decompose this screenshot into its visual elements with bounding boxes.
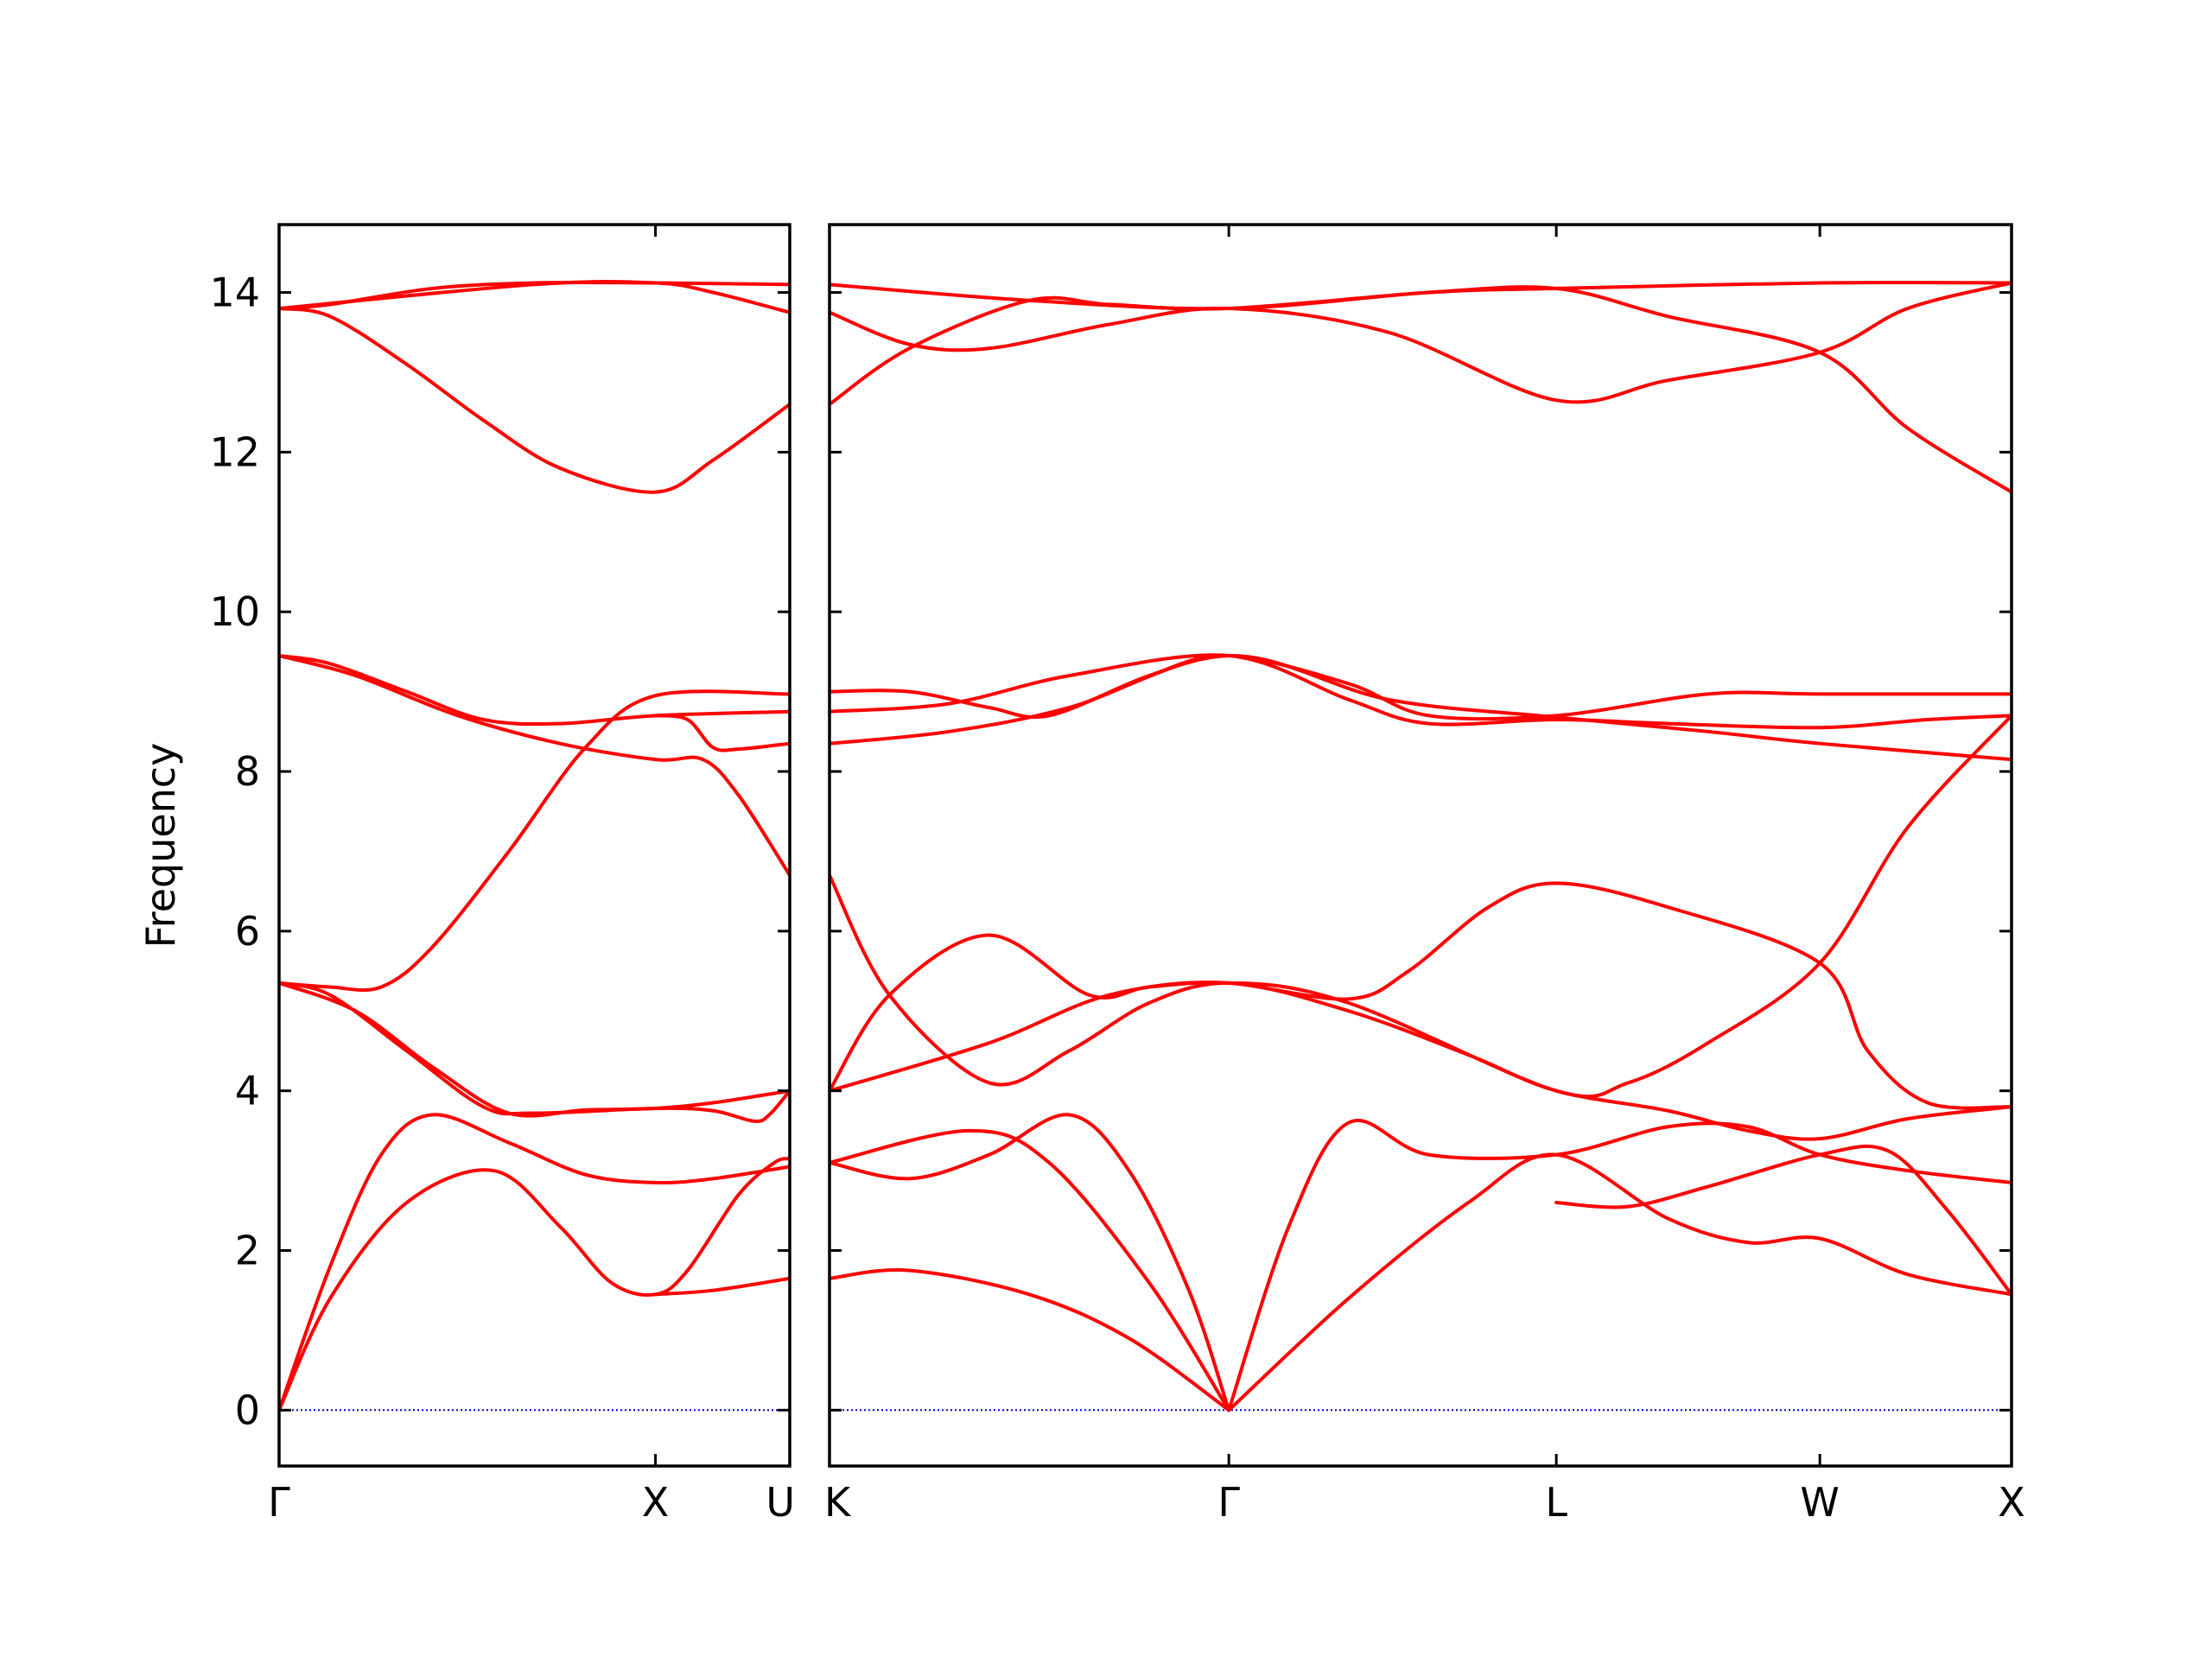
band-line-5: [279, 654, 790, 878]
band-line-3: [279, 279, 790, 314]
band-line-12: [653, 714, 790, 752]
kpoint-label-4: W: [1800, 1479, 1839, 1526]
band-line-8: [279, 981, 790, 1118]
kpoint-label-5: X: [1998, 1479, 2025, 1526]
band-line-1: [830, 280, 2012, 311]
band-line-2: [830, 281, 2012, 404]
y-tick-label: 6: [235, 908, 260, 955]
band-line-2: [279, 307, 790, 494]
panel-frame: [828, 223, 2013, 1468]
band-line-9: [279, 1113, 790, 1412]
y-tick-label: 4: [235, 1068, 260, 1114]
band-line-1: [279, 280, 790, 311]
panel-1: 0 2 4 6 8 10 12 14 Γ X U: [209, 223, 795, 1526]
band-line-11: [830, 1113, 1231, 1412]
band-line-6: [830, 654, 2012, 762]
kpoint-label-1: Γ: [268, 1479, 290, 1526]
band-line-7: [279, 981, 790, 1123]
y-tick-label: 12: [209, 428, 260, 475]
band-line-15: [1554, 1144, 2012, 1297]
series-group: [279, 279, 790, 1412]
kpoint-label-2: Γ: [1217, 1479, 1240, 1526]
y-tick-label: 8: [235, 748, 260, 795]
band-line-14: [1227, 1152, 2012, 1412]
series-group: [830, 280, 2012, 1412]
y-axis-label: Frequency: [137, 743, 184, 949]
band-line-9: [830, 981, 2012, 1141]
band-line-11: [653, 1276, 790, 1297]
y-tick-label: 10: [209, 588, 260, 635]
kpoint-label-3: L: [1545, 1479, 1567, 1526]
band-line-7: [830, 714, 2012, 1099]
band-line-10: [830, 1128, 1231, 1412]
kpoint-label-1: K: [824, 1479, 852, 1526]
band-line-5: [830, 653, 2012, 730]
band-line-13: [1227, 1119, 2012, 1412]
band-line-8: [830, 881, 2012, 1110]
kpoint-label-3: U: [766, 1479, 795, 1526]
y-tick-label: 0: [235, 1387, 260, 1433]
kpoint-label-2: X: [642, 1479, 670, 1526]
band-line-4: [830, 653, 2012, 721]
y-tick-label: 2: [235, 1227, 260, 1273]
y-tick-label: 14: [209, 270, 260, 316]
band-line-10: [279, 1157, 790, 1412]
panel-frame: [277, 223, 791, 1468]
band-line-3: [830, 285, 2012, 494]
band-line-12: [830, 1268, 1231, 1412]
band-line-6: [279, 689, 790, 993]
